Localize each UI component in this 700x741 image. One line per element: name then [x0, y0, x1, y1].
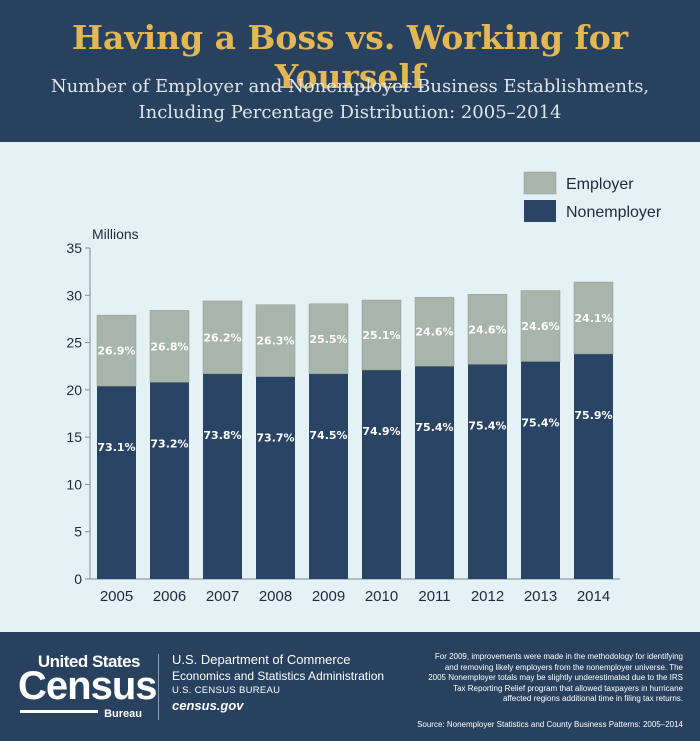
data-label-nonemployer: 74.9% [362, 425, 400, 438]
logo-underline [20, 710, 98, 713]
census-logo: United States Census Bureau [18, 652, 157, 722]
bar-employer [149, 310, 190, 383]
dept-line-1: U.S. Department of Commerce [172, 652, 351, 667]
data-label-nonemployer: 75.4% [521, 416, 559, 429]
data-label-employer: 24.6% [521, 320, 559, 333]
logo-united-states: United States [37, 652, 141, 671]
x-tick-label: 2010 [365, 588, 398, 605]
axes: 0 5 10 15 20 25 30 35 [66, 240, 620, 587]
legend-swatch-nonemployer [524, 200, 556, 222]
chart-panel: Employer Nonemployer Millions 0 5 10 15 20 25… [0, 142, 700, 632]
header: Having a Boss vs. Working for Yourself N… [0, 0, 700, 140]
y-tick-label: 0 [74, 571, 82, 587]
data-label-nonemployer: 75.9% [574, 409, 612, 422]
data-label-employer: 24.6% [415, 326, 453, 339]
data-label-nonemployer: 73.7% [256, 432, 294, 445]
bar-nonemployer [97, 386, 136, 579]
source-note: Source: Nonemployer Statistics and Count… [417, 720, 683, 729]
bar-employer [202, 300, 243, 375]
bar-employer [467, 294, 508, 365]
data-label-employer: 26.3% [256, 335, 294, 348]
bar-nonemployer [203, 373, 242, 579]
bar-employer [414, 296, 455, 367]
bar-nonemployer [362, 369, 401, 579]
data-label-nonemployer: 73.1% [97, 441, 135, 454]
x-tick-label: 2013 [524, 588, 557, 605]
subtitle-line-2: Including Percentage Distribution: 2005–… [138, 102, 562, 123]
data-label-nonemployer: 73.8% [203, 429, 241, 442]
bar-nonemployer [468, 364, 507, 579]
note-line-2: and removing likely employers from the n… [444, 662, 683, 672]
y-tick-label: 35 [66, 240, 82, 256]
department-info: U.S. Department of Commerce Economics an… [172, 652, 402, 714]
y-tick-label: 15 [66, 429, 82, 445]
bar-employer [573, 281, 614, 355]
x-tick-label: 2014 [577, 588, 610, 605]
page-title: Having a Boss vs. Working for Yourself [71, 18, 629, 96]
data-label-employer: 26.8% [150, 340, 188, 353]
bar-nonemployer [309, 373, 348, 579]
x-tick-label: 2008 [259, 588, 292, 605]
x-tick-label: 2007 [206, 588, 239, 605]
footer: United States Census Bureau U.S. Departm… [0, 632, 700, 741]
legend: Employer Nonemployer [523, 171, 662, 222]
data-label-nonemployer: 75.4% [468, 419, 506, 432]
bar-nonemployer [256, 376, 295, 579]
bar-employer [361, 299, 402, 371]
methodology-note: For 2009, improvements were made in the … [398, 652, 683, 705]
x-tick-label: 2009 [312, 588, 345, 605]
x-tick-label: 2006 [153, 588, 186, 605]
census-gov-link[interactable]: census.gov [172, 698, 244, 713]
data-label-nonemployer: 75.4% [415, 421, 453, 434]
bar-employer [308, 303, 349, 375]
dept-line-2: Economics and Statistics Administration [172, 669, 385, 683]
bars: 73.1% 26.9% 2005 73.2% 26.8% 2006 73.8% 26.2% 20… [96, 281, 614, 605]
y-axis-label: Millions [92, 226, 139, 242]
subtitle-line-1: Number of Employer and Nonemployer Busin… [50, 76, 650, 97]
bar-nonemployer [574, 353, 613, 579]
y-tick-label: 20 [66, 382, 82, 398]
logo-bureau: Bureau [104, 708, 142, 720]
x-tick-label: 2012 [471, 588, 504, 605]
dept-line-3: U.S. CENSUS BUREAU [172, 685, 281, 696]
data-label-employer: 25.5% [309, 333, 347, 346]
legend-swatch-employer [523, 171, 557, 195]
data-label-employer: 24.1% [574, 312, 612, 325]
y-tick-label: 5 [74, 524, 82, 540]
page-subtitle: Number of Employer and Nonemployer Busin… [0, 74, 700, 126]
data-label-nonemployer: 74.5% [309, 429, 347, 442]
legend-label-nonemployer: Nonemployer [566, 204, 662, 221]
logo-census: Census [18, 664, 157, 708]
data-label-employer: 26.2% [203, 331, 241, 344]
bar-employer [96, 314, 137, 387]
x-tick-label: 2005 [100, 588, 133, 605]
data-label-employer: 25.1% [362, 329, 400, 342]
note-line-3: 2005 Nonemployer totals may be slightly … [428, 673, 683, 682]
y-tick-label: 25 [66, 335, 82, 351]
note-line-1: For 2009, improvements were made in the … [434, 652, 683, 661]
bar-nonemployer [415, 366, 454, 579]
note-line-4: Tax Reporting Relief program that allowe… [453, 683, 683, 693]
x-tick-label: 2011 [418, 588, 450, 605]
y-tick-label: 10 [66, 476, 82, 492]
data-label-employer: 26.9% [97, 345, 135, 358]
note-line-5: affected regions additional time in fili… [503, 694, 683, 703]
data-label-nonemployer: 73.2% [150, 437, 188, 450]
bar-nonemployer [150, 382, 189, 579]
footer-divider [158, 654, 159, 720]
y-tick-label: 30 [66, 287, 82, 303]
legend-label-employer: Employer [566, 176, 634, 193]
stacked-bar-chart: Employer Nonemployer Millions 0 5 10 15 20 25… [66, 171, 662, 605]
bar-employer [255, 304, 296, 377]
data-label-employer: 24.6% [468, 323, 506, 336]
bar-employer [520, 290, 561, 362]
bar-nonemployer [521, 361, 560, 579]
